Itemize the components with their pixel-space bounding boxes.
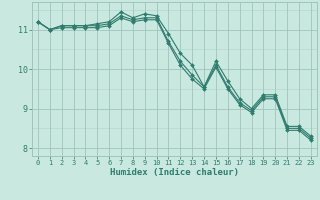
- X-axis label: Humidex (Indice chaleur): Humidex (Indice chaleur): [110, 168, 239, 177]
